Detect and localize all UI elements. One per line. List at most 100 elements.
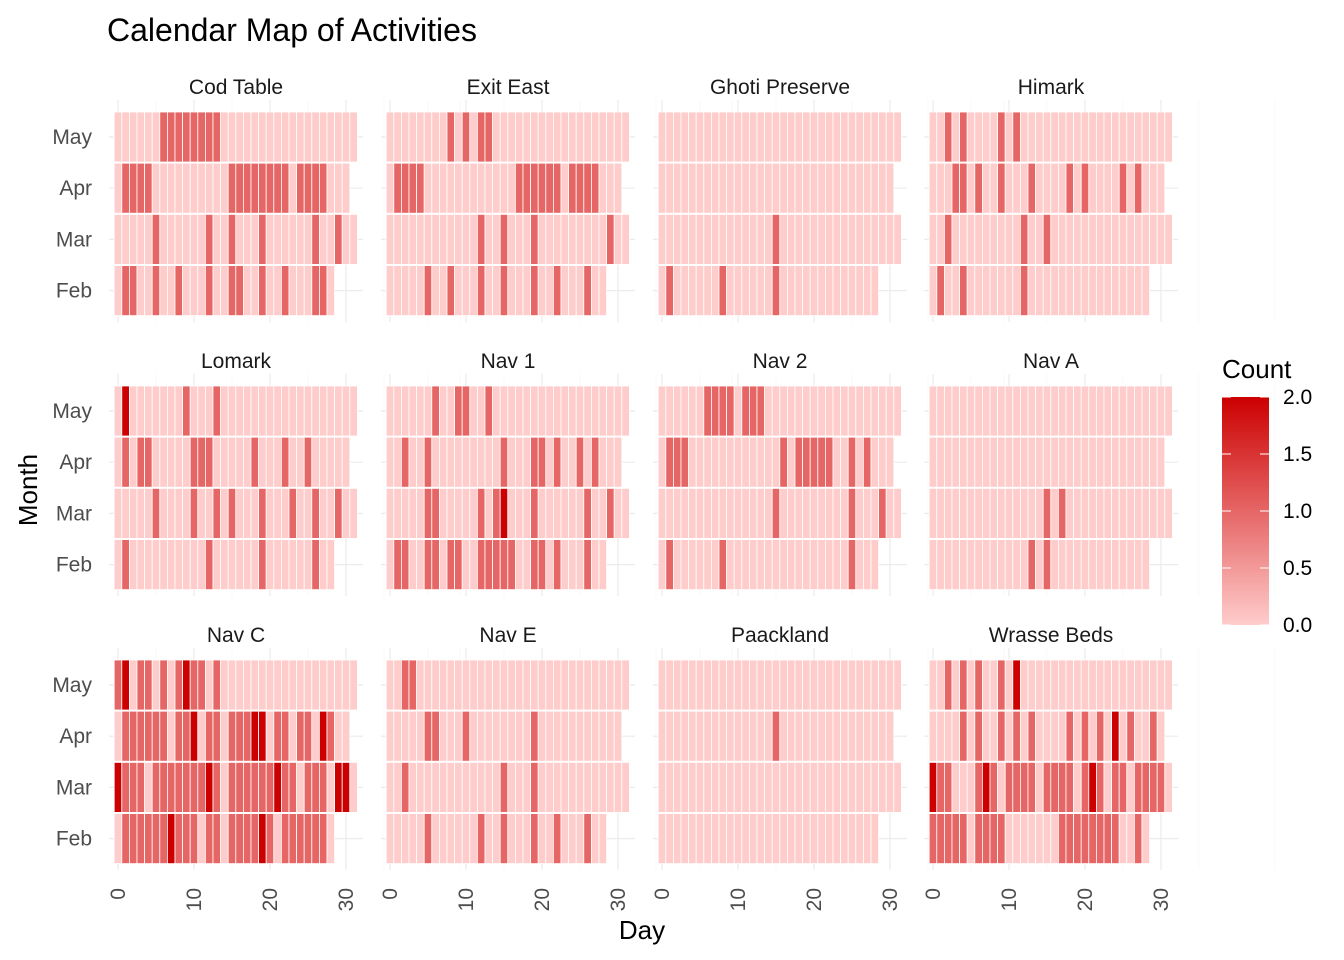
heatmap-cell — [477, 813, 486, 865]
heatmap-cell — [499, 710, 509, 762]
heatmap-cell — [847, 214, 857, 265]
heatmap-cell — [817, 111, 826, 163]
heatmap-cell — [824, 539, 834, 591]
heatmap-cell — [1035, 265, 1044, 317]
heatmap-cell — [847, 162, 857, 214]
heatmap-cell — [205, 214, 214, 265]
heatmap-cell — [997, 111, 1006, 163]
heatmap-cell — [590, 214, 600, 265]
heatmap-cell — [855, 659, 864, 711]
heatmap-cell — [1156, 488, 1166, 539]
heatmap-cell — [258, 162, 267, 214]
heatmap-cell — [326, 710, 335, 762]
heatmap-cell — [997, 162, 1006, 214]
heatmap-cell — [174, 813, 183, 865]
heatmap-cell — [1149, 710, 1158, 762]
heatmap-cell — [598, 214, 607, 265]
heatmap-cell — [764, 111, 773, 163]
heatmap-cell — [385, 436, 395, 488]
heatmap-cell — [530, 385, 539, 437]
heatmap-cell — [1088, 385, 1097, 437]
heatmap-cell — [568, 488, 577, 539]
heatmap-cell — [733, 710, 743, 762]
heatmap-cell — [749, 813, 758, 865]
heatmap-cell — [1133, 162, 1143, 214]
heatmap-cell — [189, 111, 199, 163]
heatmap-cell — [817, 265, 826, 317]
heatmap-cell — [982, 111, 991, 163]
heatmap-cell — [492, 111, 501, 163]
heatmap-cell — [393, 710, 402, 762]
heatmap-cell — [764, 385, 773, 437]
heatmap-cell — [159, 659, 168, 711]
heatmap-cell — [1020, 488, 1029, 539]
heatmap-cell — [1057, 813, 1067, 865]
heatmap-cell — [128, 762, 138, 813]
heatmap-cell — [832, 539, 841, 591]
heatmap-cell — [128, 436, 138, 488]
heatmap-cell — [1020, 265, 1029, 317]
heatmap-cell — [936, 539, 945, 591]
heatmap-cell — [1141, 813, 1150, 865]
heatmap-cell — [1004, 539, 1014, 591]
heatmap-cell — [575, 539, 585, 591]
heatmap-cell — [756, 385, 765, 437]
heatmap-cell — [1050, 659, 1059, 711]
heatmap-cell — [423, 762, 433, 813]
facet-panel: Ghoti Preserve — [653, 76, 1005, 322]
heatmap-cell — [303, 385, 313, 437]
heatmap-cell — [928, 762, 938, 813]
heatmap-cell — [416, 710, 425, 762]
heatmap-cell — [1133, 813, 1143, 865]
heatmap-cell — [613, 214, 623, 265]
heatmap-cell — [227, 659, 237, 711]
heatmap-cell — [1088, 436, 1097, 488]
heatmap-cell — [688, 265, 697, 317]
heatmap-cell — [400, 710, 410, 762]
heatmap-cell — [522, 111, 531, 163]
heatmap-cell — [749, 659, 758, 711]
heatmap-cell — [982, 813, 991, 865]
heatmap-cell — [280, 488, 290, 539]
heatmap-cell — [537, 162, 547, 214]
heatmap-cell — [408, 659, 417, 711]
heatmap-cell — [982, 162, 991, 214]
heatmap-cell — [1141, 710, 1150, 762]
heatmap-cell — [657, 436, 667, 488]
heatmap-cell — [764, 813, 773, 865]
heatmap-cell — [423, 436, 433, 488]
heatmap-cell — [507, 162, 516, 214]
heatmap-cell — [423, 111, 433, 163]
heatmap-cell — [469, 539, 478, 591]
heatmap-cell — [492, 488, 501, 539]
heatmap-cell — [128, 813, 138, 865]
heatmap-cell — [128, 214, 138, 265]
heatmap-cell — [997, 762, 1006, 813]
heatmap-cell — [159, 436, 168, 488]
heatmap-cell — [159, 539, 168, 591]
heatmap-cell — [1149, 436, 1158, 488]
heatmap-cell — [741, 659, 750, 711]
heatmap-cell — [1141, 214, 1150, 265]
heatmap-cell — [439, 710, 448, 762]
heatmap-cell — [786, 111, 796, 163]
heatmap-cell — [522, 488, 531, 539]
heatmap-cell — [334, 111, 343, 163]
heatmap-cell — [878, 762, 887, 813]
heatmap-cell — [242, 488, 252, 539]
heatmap-cell — [1073, 488, 1082, 539]
heatmap-cell — [288, 659, 297, 711]
x-tick-label: 0 — [379, 888, 402, 900]
heatmap-cell — [477, 488, 486, 539]
heatmap-cell — [613, 659, 623, 711]
heatmap-cell — [786, 436, 796, 488]
heatmap-cell — [786, 385, 796, 437]
heatmap-cell — [1080, 111, 1090, 163]
heatmap-cell — [205, 813, 214, 865]
heatmap-cell — [1088, 539, 1097, 591]
heatmap-cell — [943, 111, 953, 163]
heatmap-cell — [794, 111, 803, 163]
heatmap-cell — [151, 813, 161, 865]
heatmap-cell — [182, 162, 191, 214]
heatmap-cell — [454, 385, 463, 437]
